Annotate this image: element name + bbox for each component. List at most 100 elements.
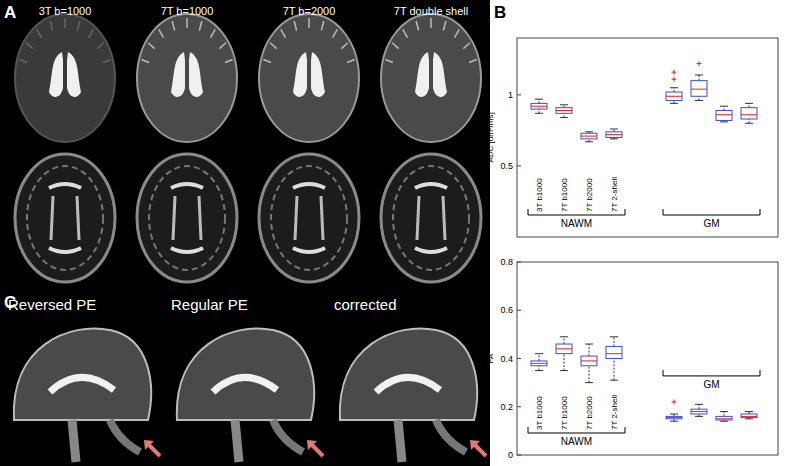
upper-whisker-cap: [695, 74, 703, 75]
fa-map: [137, 154, 237, 282]
lower-whisker: [539, 109, 540, 113]
y-axis-label: ADC [um²/ms]: [486, 112, 495, 162]
sulcus: [89, 29, 94, 37]
fa-map: [259, 154, 359, 282]
median: [606, 134, 622, 135]
box: [691, 81, 707, 97]
sulcus: [103, 59, 111, 62]
bracket: [663, 370, 760, 376]
box: [741, 108, 757, 119]
upper-whisker: [564, 337, 565, 344]
sulcus: [64, 18, 66, 28]
lower-whisker-cap: [695, 416, 703, 417]
brain-outline: [137, 14, 237, 142]
lower-whisker-cap: [695, 100, 703, 101]
upper-whisker: [724, 412, 725, 417]
outlier: [672, 399, 677, 404]
y-tick-label: 0.8: [500, 257, 513, 267]
y-tick-label: 0: [508, 450, 513, 460]
lower-whisker-cap: [670, 421, 678, 422]
median: [666, 96, 682, 97]
lower-whisker-cap: [535, 370, 543, 371]
corpus-callosum: [49, 184, 81, 252]
median: [531, 363, 547, 364]
sulcus: [19, 59, 27, 62]
brain-outline: [381, 14, 481, 142]
sulcus: [416, 21, 418, 31]
sulcus: [385, 59, 393, 62]
sulcus: [219, 43, 225, 49]
upper-whisker-cap: [585, 131, 593, 132]
sulcus: [321, 21, 323, 31]
cerebellum: [436, 420, 466, 452]
group-label: GM: [703, 379, 719, 390]
median: [691, 89, 707, 90]
sulcus: [333, 29, 338, 37]
sagittal-image: [340, 328, 486, 462]
sulcus: [225, 59, 233, 62]
y-tick: [517, 358, 521, 359]
panel-label: A: [4, 3, 16, 22]
internal-capsule: [173, 196, 175, 240]
sulcus: [270, 43, 276, 49]
lower-whisker-cap: [610, 138, 618, 139]
fa-map: [381, 154, 481, 282]
box: [581, 133, 597, 139]
brain-outline: [259, 154, 359, 282]
sulcus: [430, 18, 432, 28]
ventricle: [171, 52, 185, 97]
upper-whisker-cap: [610, 128, 618, 129]
median: [581, 360, 597, 361]
brainstem: [72, 420, 76, 462]
median: [666, 417, 682, 418]
sulcus: [97, 43, 103, 49]
image-title: 7T b=2000: [283, 5, 336, 17]
lower-whisker-cap: [535, 113, 543, 114]
lower-whisker: [589, 366, 590, 383]
plot-frame: [517, 262, 778, 455]
lower-whisker-cap: [745, 418, 753, 419]
arrow-head: [144, 440, 154, 450]
ventricle: [49, 52, 63, 97]
fa-map: [15, 154, 115, 282]
lower-whisker-cap: [720, 121, 728, 122]
sagittal-image: [14, 328, 160, 462]
image-title: 7T b=1000: [161, 5, 214, 17]
corpus-callosum: [415, 184, 447, 252]
box: [741, 414, 757, 418]
internal-capsule: [199, 196, 201, 240]
category-label: 7T b1000: [560, 396, 569, 430]
sulcus: [463, 43, 469, 49]
white-matter-tract: [393, 166, 469, 270]
ventricle: [415, 52, 429, 97]
arrow: [311, 444, 323, 456]
median: [741, 416, 757, 417]
lower-whisker: [699, 96, 700, 100]
median: [741, 114, 757, 115]
box: [716, 110, 732, 120]
ventricle: [67, 52, 81, 97]
outlier: [697, 61, 702, 66]
corpus-callosum: [171, 184, 203, 252]
internal-capsule: [321, 196, 323, 240]
y-tick-label: 1: [508, 90, 513, 100]
median: [716, 114, 732, 115]
upper-whisker-cap: [585, 344, 593, 345]
box: [556, 108, 572, 114]
group-label: GM: [703, 218, 719, 229]
sulcus: [141, 59, 149, 62]
y-tick: [517, 455, 521, 456]
y-tick: [517, 262, 521, 263]
brain-outline: [340, 328, 477, 420]
upper-whisker-cap: [670, 87, 678, 88]
ventricle: [311, 52, 325, 97]
box: [716, 416, 732, 420]
lower-whisker: [564, 354, 565, 371]
arrow-head: [307, 440, 317, 450]
sulcus: [308, 18, 310, 28]
brain-outline: [259, 14, 359, 142]
cerebellum: [273, 420, 303, 452]
lower-whisker-cap: [720, 421, 728, 422]
y-tick-label: 0.6: [500, 305, 513, 315]
sulcus: [263, 59, 271, 62]
